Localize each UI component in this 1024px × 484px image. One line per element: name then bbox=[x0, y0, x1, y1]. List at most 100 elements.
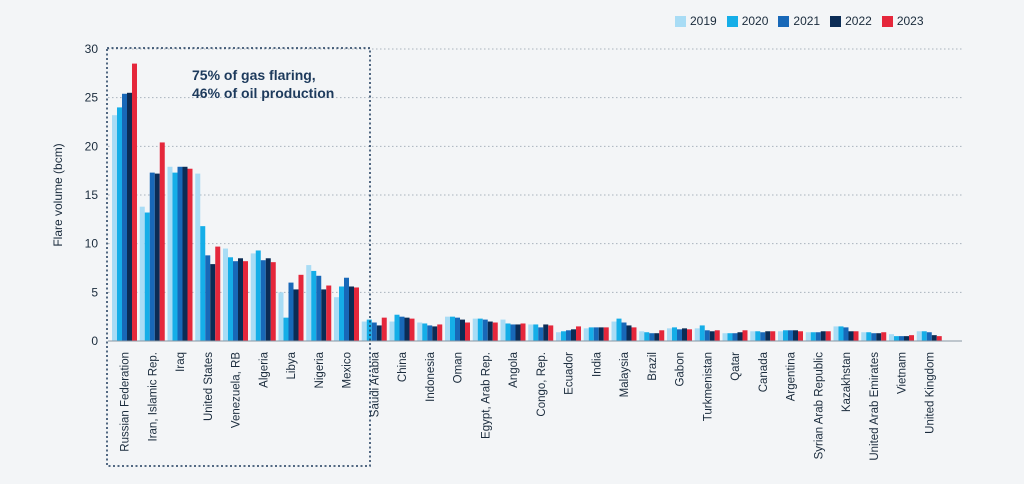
bar bbox=[510, 324, 516, 341]
bar bbox=[167, 166, 173, 341]
legend-swatch bbox=[778, 15, 790, 27]
bar bbox=[432, 326, 438, 341]
bar bbox=[644, 332, 650, 341]
top-flaring-annotation: 75% of gas flaring, 46% of oil productio… bbox=[192, 66, 334, 102]
bar bbox=[361, 321, 367, 341]
legend-item-2022: 2022 bbox=[830, 14, 872, 28]
x-tick-label: Congo, Rep. bbox=[536, 352, 548, 417]
y-tick-label: 25 bbox=[85, 91, 99, 105]
x-tick-label: India bbox=[591, 351, 603, 377]
bar bbox=[853, 331, 859, 341]
bar bbox=[659, 330, 665, 341]
bar bbox=[833, 326, 839, 341]
bar bbox=[293, 289, 299, 341]
bar bbox=[815, 332, 821, 341]
bar bbox=[543, 324, 549, 341]
bar bbox=[399, 316, 405, 341]
bar bbox=[283, 317, 289, 341]
bar bbox=[682, 328, 687, 341]
x-tick-label: Egypt, Arab Rep. bbox=[480, 352, 492, 439]
bar bbox=[238, 258, 243, 341]
bar bbox=[465, 322, 470, 341]
bar bbox=[460, 319, 465, 341]
x-tick-label: Ecuador bbox=[564, 352, 576, 395]
legend-label: 2021 bbox=[793, 14, 821, 28]
bar bbox=[566, 330, 571, 341]
bar bbox=[639, 331, 645, 341]
bar bbox=[195, 173, 201, 341]
legend-label: 2023 bbox=[896, 14, 924, 28]
bar bbox=[770, 331, 776, 341]
bar bbox=[603, 327, 609, 341]
bar bbox=[200, 226, 206, 341]
bar bbox=[699, 325, 705, 341]
bar bbox=[654, 333, 660, 341]
bar bbox=[243, 261, 248, 341]
bar bbox=[321, 289, 327, 341]
bar bbox=[760, 332, 766, 341]
bar bbox=[437, 324, 443, 341]
bar bbox=[649, 333, 655, 341]
bar bbox=[737, 332, 743, 341]
bar bbox=[881, 332, 887, 341]
bar bbox=[672, 327, 677, 341]
bar bbox=[866, 332, 872, 341]
bar bbox=[704, 330, 710, 341]
bar bbox=[921, 331, 927, 341]
bar bbox=[422, 323, 428, 341]
bar bbox=[783, 330, 788, 341]
bar bbox=[132, 63, 137, 341]
bar bbox=[326, 285, 332, 341]
highlight-box bbox=[106, 47, 371, 467]
bar bbox=[520, 323, 526, 341]
bar bbox=[694, 328, 700, 341]
bar bbox=[843, 327, 849, 341]
x-tick-label: Qatar bbox=[730, 352, 742, 381]
bar bbox=[571, 329, 576, 341]
legend-item-2021: 2021 bbox=[778, 14, 820, 28]
bar bbox=[306, 265, 312, 341]
bar bbox=[593, 327, 599, 341]
bar bbox=[755, 331, 761, 341]
bar bbox=[445, 316, 450, 341]
bar bbox=[621, 322, 627, 341]
bar bbox=[528, 324, 534, 341]
bar bbox=[316, 275, 322, 341]
bar bbox=[127, 92, 132, 341]
bar bbox=[389, 321, 395, 341]
bar bbox=[871, 333, 877, 341]
legend: 2019 2020 2021 2022 2023 bbox=[675, 14, 924, 28]
x-tick-label: Saudi Arabia bbox=[369, 351, 381, 417]
bar bbox=[931, 335, 937, 341]
bar bbox=[477, 318, 483, 341]
bar bbox=[492, 322, 498, 341]
y-tick-label: 5 bbox=[91, 285, 98, 299]
bar bbox=[278, 292, 284, 341]
bar bbox=[909, 335, 914, 341]
bar bbox=[848, 331, 854, 341]
x-tick-label: Nigeria bbox=[314, 351, 326, 388]
legend-swatch bbox=[830, 15, 842, 27]
x-tick-label: Russian Federation bbox=[120, 352, 132, 452]
x-tick-label: Indonesia bbox=[425, 351, 437, 401]
bar bbox=[788, 330, 793, 341]
legend-swatch bbox=[881, 15, 893, 27]
legend-item-2023: 2023 bbox=[881, 14, 924, 28]
bar bbox=[778, 331, 783, 341]
bar bbox=[215, 246, 221, 341]
x-tick-label: Angola bbox=[508, 351, 520, 387]
bar bbox=[548, 325, 554, 341]
bar bbox=[394, 314, 400, 341]
x-tick-label: Venezuela, RB bbox=[231, 352, 243, 428]
bar bbox=[876, 333, 882, 341]
y-axis-label: Flare volume (bcm) bbox=[51, 143, 65, 246]
y-tick-label: 0 bbox=[91, 334, 98, 348]
x-tick-label: Kazakhstan bbox=[841, 352, 853, 412]
x-tick-label: China bbox=[397, 351, 409, 382]
bar bbox=[255, 250, 261, 341]
bar bbox=[798, 331, 803, 341]
bar bbox=[889, 334, 894, 341]
x-tick-label: Algeria bbox=[258, 351, 270, 387]
bar bbox=[626, 325, 632, 341]
bar bbox=[172, 172, 178, 341]
